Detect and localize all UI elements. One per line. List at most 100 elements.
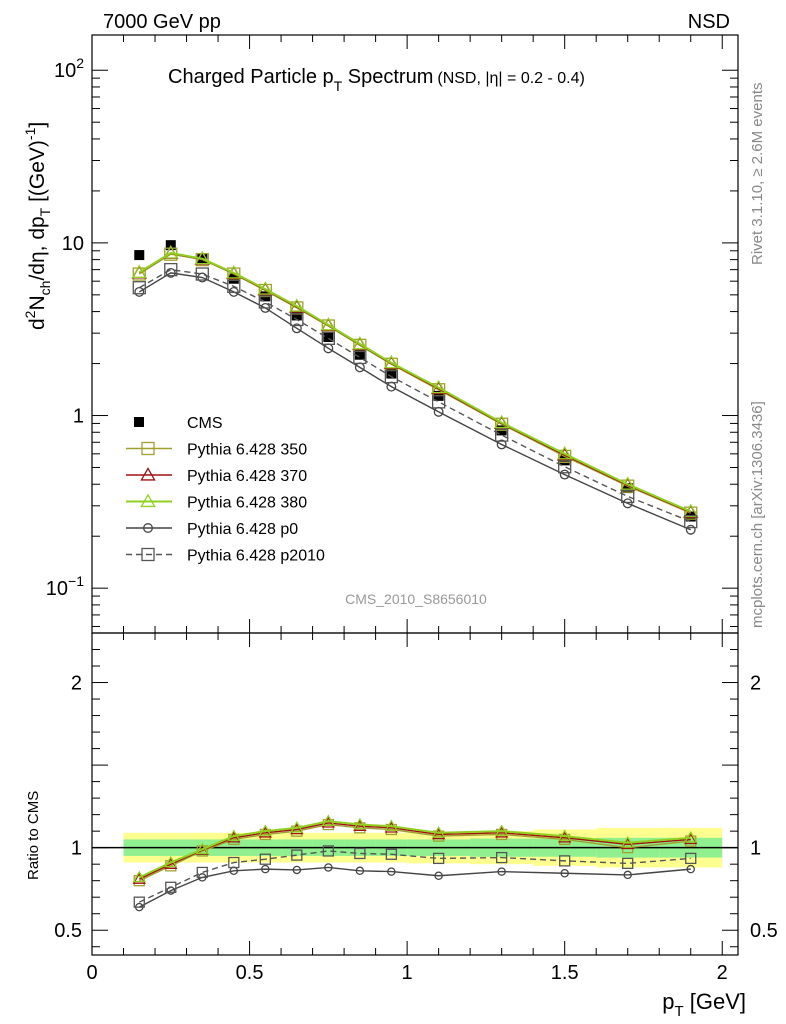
main-point-p2010 bbox=[384, 369, 399, 384]
legend-marker bbox=[140, 493, 156, 508]
main-series-p2010 bbox=[132, 262, 698, 529]
ratio-point-p0 bbox=[387, 867, 396, 876]
ylabel-ch: ch bbox=[37, 281, 53, 296]
ratio-point-p0 bbox=[560, 869, 569, 878]
main-point-p2010 bbox=[558, 460, 572, 474]
ratio-point-p0 bbox=[324, 863, 333, 872]
ratio-point-p380 bbox=[195, 842, 209, 855]
main-point-p2010 bbox=[321, 331, 335, 345]
x-tick-label: 2 bbox=[717, 962, 728, 984]
main-y-tick-label: 1 bbox=[73, 406, 84, 428]
ratio-point-p380 bbox=[621, 835, 635, 848]
ratio-point-p2010 bbox=[259, 853, 271, 865]
ratio-series-line-p0 bbox=[138, 866, 691, 908]
ratio-point-p2010 bbox=[196, 866, 208, 879]
main-point-p0 bbox=[685, 524, 696, 535]
rivet-version-label: Rivet 3.1.10, ≥ 2.6M events bbox=[749, 83, 766, 266]
ratio-series-line-p380 bbox=[138, 820, 691, 879]
main-point-p380 bbox=[226, 265, 242, 279]
main-point-p2010 bbox=[353, 350, 367, 365]
ratio-point-p370 bbox=[132, 872, 146, 884]
ratio-point-p2010 bbox=[133, 896, 145, 908]
xlabel-sub-T: T bbox=[674, 1003, 683, 1020]
main-point-p350 bbox=[684, 506, 698, 520]
ratio-y-tick-label-right: 1 bbox=[750, 838, 761, 860]
ratio-series-p380 bbox=[132, 814, 698, 883]
legend-marker bbox=[140, 467, 156, 481]
main-y-tick-label: 102 bbox=[54, 55, 84, 82]
ratio-point-p380 bbox=[495, 824, 509, 836]
main-series-p380 bbox=[131, 244, 699, 518]
ratio-point-p2010 bbox=[496, 851, 508, 864]
legend: CMS Pythia 6.428 350 Pythia 6.428 370 Pythi… bbox=[126, 415, 325, 565]
ylabel-neg1: -1 bbox=[22, 127, 38, 140]
main-point-p350 bbox=[495, 417, 509, 431]
main-point-p380 bbox=[493, 414, 510, 429]
main-chart-title: Charged Particle pT Spectrum (NSD, |η| = … bbox=[168, 66, 585, 94]
ratio-point-p0 bbox=[623, 870, 632, 880]
ylabel-T: T bbox=[37, 207, 53, 216]
ratio-y-tick-label-right: 2 bbox=[750, 673, 761, 695]
ratio-point-p2010 bbox=[685, 852, 697, 865]
ratio-point-p380 bbox=[321, 814, 335, 827]
legend-marker bbox=[134, 417, 144, 427]
main-point-p0 bbox=[622, 498, 633, 509]
legend-label: CMS bbox=[187, 415, 223, 432]
main-point-p380 bbox=[383, 354, 400, 369]
legend-item-p0: Pythia 6.428 p0 bbox=[126, 521, 298, 538]
main-point-p380 bbox=[163, 244, 179, 259]
main-point-cms bbox=[354, 349, 365, 360]
ratio-point-p0 bbox=[497, 867, 506, 876]
ratio-y-tick-label: 2 bbox=[71, 673, 82, 695]
legend-label: Pythia 6.428 380 bbox=[187, 495, 307, 512]
x-tick-label: 0 bbox=[86, 962, 97, 984]
legend-label: Pythia 6.428 p0 bbox=[187, 521, 298, 538]
x-axis-label: pT [GeV] bbox=[662, 989, 746, 1020]
main-point-p380 bbox=[556, 445, 573, 460]
tick-base: 10 bbox=[46, 578, 68, 600]
ratio-point-p0 bbox=[261, 864, 270, 874]
ratio-frame bbox=[91, 632, 739, 956]
ratio-y-axis-label: Ratio to CMS bbox=[25, 791, 42, 880]
main-series-line-p2010 bbox=[138, 268, 691, 523]
legend-label: Pythia 6.428 350 bbox=[187, 442, 307, 459]
x-tick-label: 0.5 bbox=[236, 962, 264, 984]
ratio-point-p2010 bbox=[622, 857, 634, 870]
ratio-point-p380 bbox=[384, 819, 398, 831]
main-point-p0 bbox=[559, 469, 570, 480]
main-y-tick-label: 10 bbox=[62, 233, 84, 255]
main-point-p2010 bbox=[495, 428, 509, 442]
ratio-point-p0 bbox=[355, 866, 365, 876]
tick-exponent: 2 bbox=[76, 55, 84, 71]
ratio-panel: 0 0.5 1 1.5 20.5 0.51 12 2 Ratio to CMS pT [GeV… bbox=[25, 632, 778, 1020]
main-point-p380 bbox=[683, 503, 699, 518]
legend-item-p350: Pythia 6.428 350 bbox=[126, 442, 307, 459]
xlabel-p: p bbox=[662, 989, 674, 1014]
header-left-label: 7000 GeV pp bbox=[103, 11, 221, 33]
title-suffix: Spectrum bbox=[342, 66, 433, 88]
ratio-point-p2010 bbox=[322, 845, 334, 857]
ratio-point-p380 bbox=[164, 855, 178, 868]
main-point-p2010 bbox=[431, 395, 446, 409]
main-point-p380 bbox=[320, 316, 337, 331]
main-point-cms bbox=[622, 483, 633, 494]
legend-marker bbox=[141, 441, 155, 456]
ratio-point-p2010 bbox=[432, 852, 445, 865]
main-series-line-p0 bbox=[138, 272, 692, 531]
ratio-series-p0 bbox=[135, 863, 695, 912]
ylabel-unit: [(GeV) bbox=[26, 140, 49, 208]
main-point-cms bbox=[134, 250, 145, 261]
x-tick-label: 1.5 bbox=[551, 962, 579, 984]
watermark-label: CMS_2010_S8656010 bbox=[345, 591, 487, 607]
main-point-p350 bbox=[132, 267, 146, 281]
ratio-point-p380 bbox=[227, 829, 241, 841]
ylabel-N: N bbox=[26, 295, 49, 310]
main-y-axis-label: d2Nch/dη, dpT [(GeV)-1] bbox=[22, 122, 53, 330]
ratio-y-tick-label: 0.5 bbox=[54, 920, 82, 942]
legend-item-p2010: Pythia 6.428 p2010 bbox=[126, 548, 325, 565]
main-point-p0 bbox=[496, 439, 507, 450]
main-point-p2010 bbox=[195, 267, 209, 281]
ratio-point-p2010 bbox=[228, 856, 240, 869]
